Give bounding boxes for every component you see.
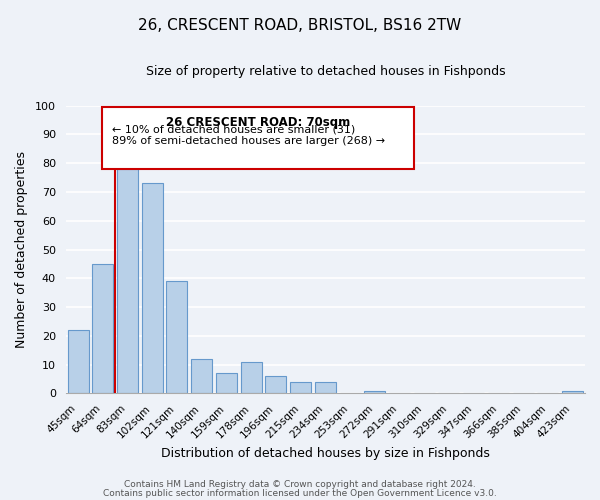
Bar [142,184,163,394]
Text: Contains public sector information licensed under the Open Government Licence v3: Contains public sector information licen… [103,488,497,498]
Bar [92,264,113,394]
Text: Contains HM Land Registry data © Crown copyright and database right 2024.: Contains HM Land Registry data © Crown c… [124,480,476,489]
X-axis label: Distribution of detached houses by size in Fishponds: Distribution of detached houses by size … [161,447,490,460]
Bar [68,330,89,394]
Bar [216,374,237,394]
Bar [191,359,212,394]
Bar [315,382,336,394]
Bar [562,390,583,394]
Bar [241,362,262,394]
Bar [290,382,311,394]
Text: 26 CRESCENT ROAD: 70sqm: 26 CRESCENT ROAD: 70sqm [166,116,350,128]
Text: 89% of semi-detached houses are larger (268) →: 89% of semi-detached houses are larger (… [112,136,386,146]
Bar [364,390,385,394]
Bar [166,281,187,394]
Text: ← 10% of detached houses are smaller (31): ← 10% of detached houses are smaller (31… [112,124,356,134]
Y-axis label: Number of detached properties: Number of detached properties [15,151,28,348]
Text: 26, CRESCENT ROAD, BRISTOL, BS16 2TW: 26, CRESCENT ROAD, BRISTOL, BS16 2TW [139,18,461,32]
Bar [265,376,286,394]
Title: Size of property relative to detached houses in Fishponds: Size of property relative to detached ho… [146,65,505,78]
Bar [117,169,138,394]
FancyBboxPatch shape [102,107,413,169]
